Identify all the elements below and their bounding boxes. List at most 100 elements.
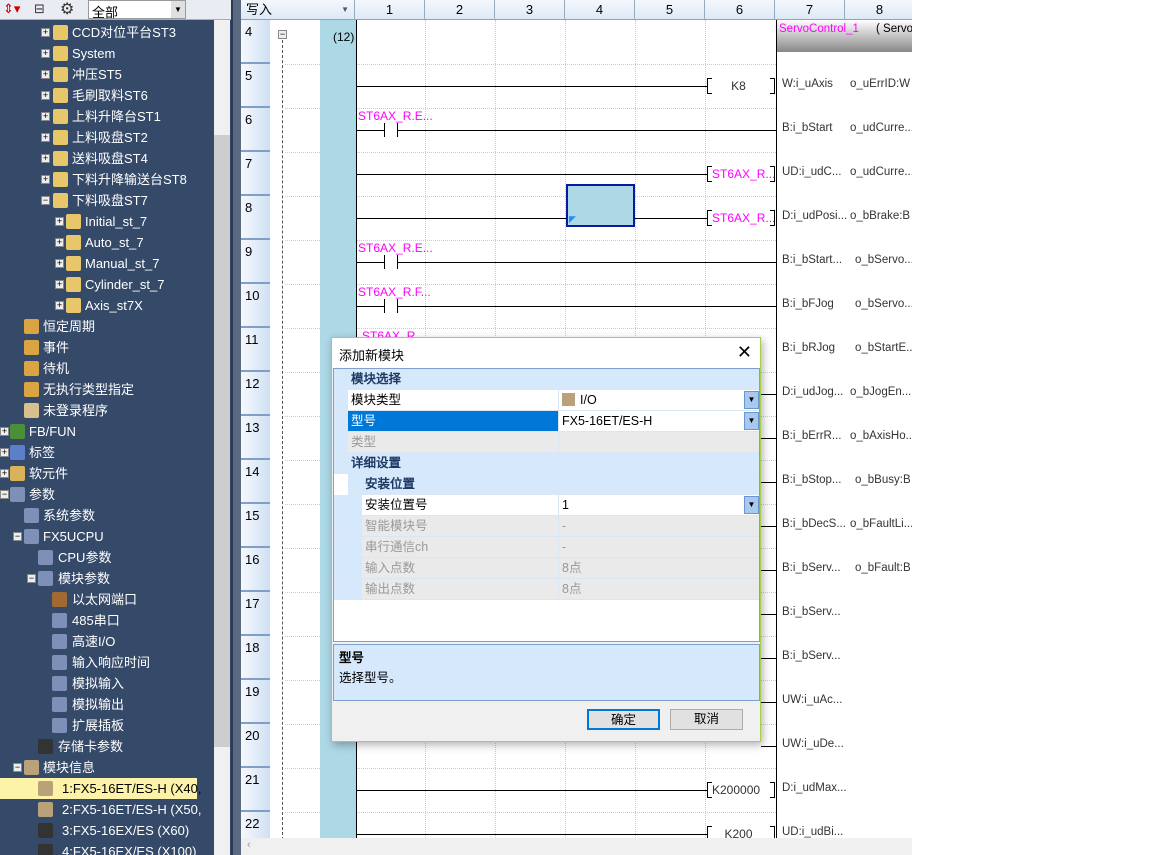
fb-input[interactable]: B:i_bDecS... [782,518,846,530]
tree-item[interactable]: − FX5UCPU [0,526,214,547]
property-value[interactable]: 1 ▼ [558,495,759,515]
expand-icon[interactable]: + [41,174,50,184]
row-number[interactable]: 13 [241,416,270,460]
column-header[interactable]: 1 [355,0,425,20]
tree-item[interactable]: 模拟输入 [0,673,214,694]
tree-item[interactable]: 系统参数 [0,505,214,526]
fb-output[interactable]: o_bServo... [855,254,912,266]
row-number[interactable]: 11 [241,328,270,372]
contact-icon[interactable] [397,123,398,137]
row-number[interactable]: 5 [241,64,270,108]
fb-output[interactable]: o_bJogEn... [850,386,912,398]
fb-input[interactable]: B:i_bServ... [782,562,841,574]
chevron-down-icon[interactable]: ▼ [171,1,185,18]
tree-item[interactable]: + 下料升降输送台ST8 [0,169,214,190]
tree-item[interactable]: + System [0,43,214,64]
expand-icon[interactable]: + [0,447,9,457]
tree-item[interactable]: 输入响应时间 [0,652,214,673]
collapse-icon[interactable]: − [41,195,50,205]
mode-header[interactable]: 写入 ▼ [241,0,355,20]
fb-output[interactable]: o_bFaultLi... [850,518,912,530]
ok-button[interactable]: 确定 [587,709,660,730]
tree-item[interactable]: 2:FX5-16ET/ES-H (X50, [0,799,214,820]
collapse-icon[interactable]: − [27,573,36,583]
row-number[interactable]: 15 [241,504,270,548]
contact-label[interactable]: ST6AX_R.F... [358,285,431,299]
row-number[interactable]: 6 [241,108,270,152]
property-value[interactable]: I/O ▼ [558,390,759,410]
row-number[interactable]: 10 [241,284,270,328]
fb-input[interactable]: B:i_bStart [782,122,833,134]
collapse-icon[interactable]: − [0,489,9,499]
property-row[interactable]: 安装位置号 1 ▼ [334,495,759,516]
row-number[interactable]: 19 [241,680,270,724]
chevron-down-icon[interactable]: ▼ [744,496,759,514]
chevron-down-icon[interactable]: ▼ [744,412,759,430]
expand-icon[interactable]: + [55,300,64,310]
column-header[interactable]: 4 [565,0,635,20]
collapse-icon[interactable]: − [13,531,22,541]
tree-item[interactable]: 恒定周期 [0,316,214,337]
tree-item[interactable]: 扩展插板 [0,715,214,736]
tree-item[interactable]: + FB/FUN [0,421,214,442]
tree-item[interactable]: − 模块参数 [0,568,214,589]
tree-item[interactable]: + CCD对位平台ST3 [0,22,214,43]
expand-icon[interactable]: + [41,153,50,163]
fb-input[interactable]: UW:i_uAc... [782,694,843,706]
fb-output[interactable]: o_uErrID:W [850,78,911,90]
row-number[interactable]: 14 [241,460,270,504]
property-value[interactable]: FX5-16ET/ES-H ▼ [558,411,759,431]
scroll-left-icon[interactable]: ‹ [247,839,251,851]
row-number[interactable]: 12 [241,372,270,416]
column-header[interactable]: 2 [425,0,495,20]
tree-item[interactable]: CPU参数 [0,547,214,568]
sort-icon[interactable]: ⇕▾ [3,1,21,16]
tree-item[interactable]: 待机 [0,358,214,379]
tree-item[interactable]: + Axis_st7X [0,295,214,316]
tree-item[interactable]: − 模块信息 [0,757,214,778]
fb-output[interactable]: o_bFault:B [855,562,911,574]
fb-input[interactable]: D:i_udMax... [782,782,847,794]
row-number[interactable]: 8 [241,196,270,240]
expand-icon[interactable]: + [0,426,9,436]
fb-input[interactable]: UW:i_uDe... [782,738,844,750]
cursor-cell[interactable]: ◤ [566,184,635,227]
fb-input[interactable]: B:i_bStart... [782,254,843,266]
operand-box[interactable]: ST6AX_R... [707,210,776,226]
fb-input[interactable]: B:i_bRJog [782,342,836,354]
row-number[interactable]: 9 [241,240,270,284]
tree-item[interactable]: + 软元件 [0,463,214,484]
tree-item[interactable]: − 下料吸盘ST7 [0,190,214,211]
tree-item[interactable]: + 标签 [0,442,214,463]
fb-output[interactable]: o_bAxisHo... [850,430,912,442]
tree-item[interactable]: + Auto_st_7 [0,232,214,253]
tree-item[interactable]: + Cylinder_st_7 [0,274,214,295]
fb-input[interactable]: B:i_bStop... [782,474,842,486]
column-header[interactable]: 5 [635,0,705,20]
row-number[interactable]: 16 [241,548,270,592]
gear-icon[interactable]: ⚙ [60,1,75,18]
filter-select[interactable]: 全部 ▼ [88,0,186,20]
tree-item[interactable]: + 送料吸盘ST4 [0,148,214,169]
expand-icon[interactable]: + [41,90,50,100]
fb-input[interactable]: D:i_udPosi... [782,210,848,222]
expand-icon[interactable]: + [41,111,50,121]
expand-icon[interactable]: + [0,468,9,478]
horizontal-scrollbar[interactable]: ‹ [241,838,912,855]
contact-icon[interactable] [384,299,385,313]
column-header[interactable]: 7 [775,0,845,20]
tree-item[interactable]: − 参数 [0,484,214,505]
fb-output[interactable]: o_bBrake:B [850,210,911,222]
close-icon[interactable]: ✕ [736,342,752,362]
column-header[interactable]: 8 [845,0,912,20]
tree-item[interactable]: 模拟输出 [0,694,214,715]
expand-icon[interactable]: + [41,132,50,142]
tree-item[interactable]: + Initial_st_7 [0,211,214,232]
function-block-header[interactable]: ServoControl_1 ( ServoC [776,20,912,52]
fb-input[interactable]: B:i_bErrR... [782,430,842,442]
tree-item[interactable]: 4:FX5-16EX/ES (X100) [0,841,214,855]
contact-label[interactable]: ST6AX_R.E... [358,109,433,123]
collapse-icon[interactable]: − [13,762,22,772]
expand-icon[interactable]: + [41,48,50,58]
row-number[interactable]: 4 [241,20,270,64]
